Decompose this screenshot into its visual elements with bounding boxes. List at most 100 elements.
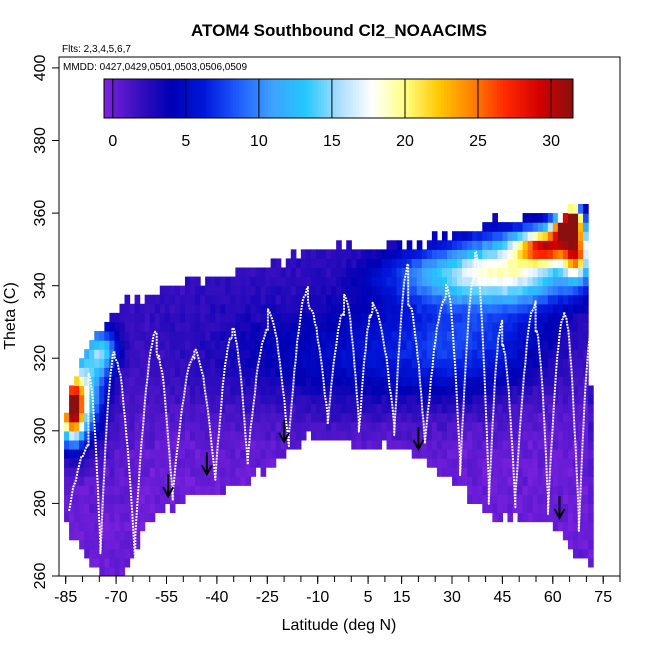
arrow-marker: [162, 474, 175, 499]
heatmap-cell: [572, 213, 579, 223]
heatmap-cell: [452, 394, 458, 405]
heatmap-cell: [472, 385, 478, 396]
heatmap-cell: [557, 267, 564, 278]
heatmap-cell: [356, 321, 362, 332]
heatmap-cell: [457, 321, 463, 332]
heatmap-cell: [260, 340, 267, 350]
heatmap-cell: [114, 448, 121, 459]
heatmap-cell: [119, 312, 126, 323]
heatmap-cell: [346, 385, 352, 396]
heatmap-cell: [64, 421, 70, 432]
heatmap-cell: [205, 294, 211, 305]
heatmap-cell: [159, 303, 166, 314]
heatmap-cell: [169, 340, 176, 350]
heatmap-cell: [452, 312, 458, 323]
heatmap-cell: [200, 458, 206, 468]
heatmap-cell: [230, 303, 236, 314]
heatmap-cell: [497, 231, 504, 241]
heatmap-cell: [195, 331, 201, 341]
heatmap-cell: [583, 312, 589, 323]
heatmap-cell: [578, 231, 584, 241]
heatmap-cell: [537, 285, 544, 296]
heatmap-cell: [139, 503, 146, 514]
arrow-marker: [200, 452, 213, 477]
heatmap-cell: [225, 376, 231, 387]
heatmap-cell: [567, 458, 574, 468]
heatmap-cell: [567, 439, 574, 450]
heatmap-cell: [331, 276, 337, 287]
heatmap-cell: [517, 467, 524, 477]
heatmap-cell: [215, 439, 221, 450]
heatmap-cell: [220, 358, 226, 368]
heatmap-cell: [588, 485, 594, 495]
heatmap-cell: [285, 321, 292, 332]
heatmap-cell: [124, 458, 131, 468]
heatmap-cell: [79, 421, 85, 432]
x-tick-label: 5: [364, 589, 373, 606]
heatmap-cell: [265, 294, 272, 305]
heatmap-cell: [326, 331, 332, 341]
heatmap-cell: [295, 349, 302, 359]
heatmap-cell: [134, 385, 141, 396]
heatmap-cell: [315, 412, 322, 423]
heatmap-cell: [190, 276, 196, 287]
heatmap-cell: [396, 421, 403, 432]
heatmap-cell: [552, 439, 559, 450]
heatmap-cell: [411, 412, 418, 423]
heatmap-cell: [588, 548, 594, 559]
heatmap-cell: [517, 331, 524, 341]
heatmap-cell: [583, 340, 589, 350]
heatmap-cell: [507, 376, 514, 387]
heatmap-cell: [492, 321, 498, 332]
heatmap-cell: [154, 430, 161, 441]
heatmap-cell: [547, 276, 554, 287]
heatmap-cell: [416, 448, 423, 459]
heatmap-cell: [572, 512, 579, 523]
heatmap-cell: [99, 467, 105, 477]
heatmap-cell: [391, 240, 398, 250]
heatmap-cell: [124, 340, 131, 350]
heatmap-cell: [215, 412, 221, 423]
heatmap-cell: [114, 394, 121, 405]
heatmap-cell: [159, 494, 166, 505]
heatmap-cell: [215, 394, 221, 405]
heatmap-cell: [200, 421, 206, 432]
heatmap-cell: [567, 285, 574, 296]
heatmap-cell: [578, 358, 584, 368]
heatmap-cell: [547, 394, 554, 405]
heatmap-cell: [114, 530, 121, 541]
heatmap-cell: [205, 358, 211, 368]
heatmap-cell: [144, 476, 151, 486]
heatmap-cell: [557, 321, 564, 332]
heatmap-cell: [346, 412, 352, 423]
heatmap-cell: [502, 258, 509, 269]
heatmap-cell: [230, 448, 236, 459]
heatmap-cell: [321, 430, 327, 441]
heatmap-cell: [557, 476, 564, 486]
heatmap-cell: [69, 485, 75, 495]
heatmap-cell: [149, 331, 156, 341]
heatmap-cell: [326, 349, 332, 359]
x-tick-label: 45: [494, 589, 512, 606]
heatmap-cell: [416, 340, 423, 350]
colorbar-swatch: [552, 79, 556, 118]
heatmap-cell: [124, 503, 131, 514]
heatmap-cell: [467, 476, 473, 486]
heatmap-cell: [452, 240, 458, 250]
heatmap-cell: [583, 421, 589, 432]
heatmap-cell: [588, 439, 594, 450]
heatmap-cell: [411, 249, 418, 260]
heatmap-cell: [527, 349, 534, 359]
colorbar-swatch: [508, 79, 512, 118]
heatmap-cell: [567, 222, 574, 232]
heatmap-cell: [89, 485, 95, 495]
colorbar-swatch: [279, 79, 284, 118]
heatmap-cell: [129, 394, 136, 405]
heatmap-cell: [139, 467, 146, 477]
heatmap-cell: [104, 331, 110, 341]
heatmap-cell: [452, 331, 458, 341]
heatmap-cell: [260, 331, 267, 341]
heatmap-cell: [527, 321, 534, 332]
heatmap-cell: [562, 439, 569, 450]
heatmap-cell: [346, 331, 352, 341]
